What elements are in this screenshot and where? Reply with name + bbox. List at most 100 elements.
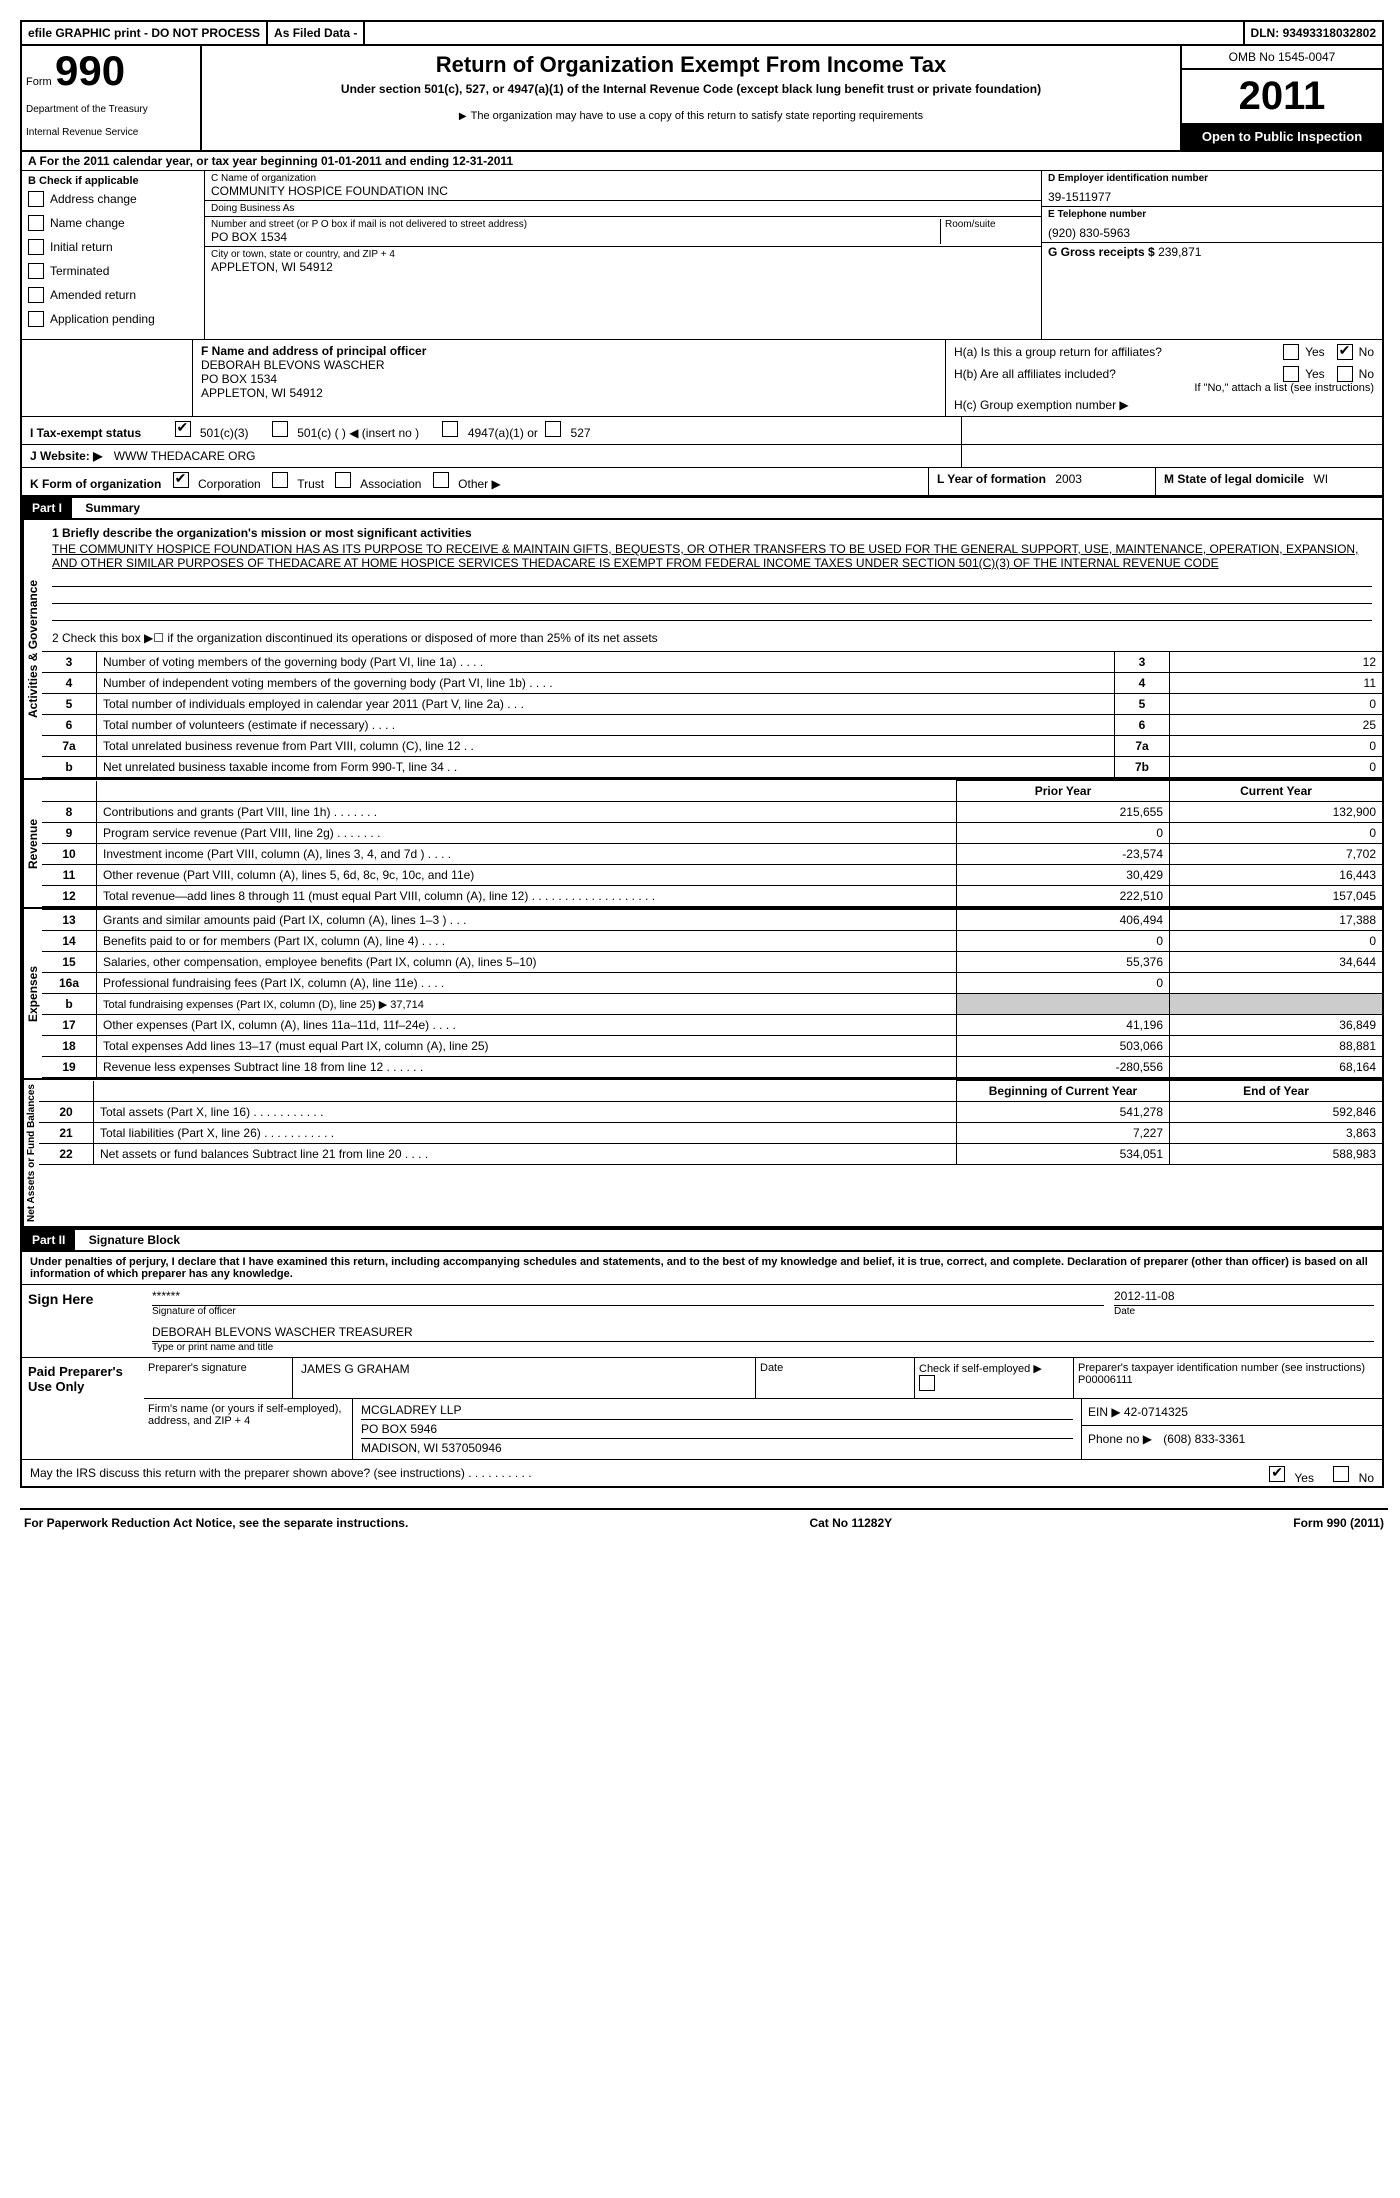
phone-label: E Telephone number [1048, 209, 1376, 220]
form-ref: Form 990 (2011) [1293, 1516, 1384, 1530]
sign-here-block: Sign Here ****** Signature of officer 20… [22, 1285, 1382, 1358]
street-value: PO BOX 1534 [211, 230, 940, 244]
chk-trust[interactable] [272, 472, 288, 488]
chk-hb-no[interactable] [1337, 366, 1353, 382]
chk-501c3[interactable] [175, 421, 191, 437]
chk-ha-yes[interactable] [1283, 344, 1299, 360]
table-row: b Total fundraising expenses (Part IX, c… [42, 994, 1382, 1015]
irs-discuss-text: May the IRS discuss this return with the… [30, 1466, 532, 1480]
form-label: Form [26, 76, 52, 88]
chk-527[interactable] [545, 421, 561, 437]
section-klm: K Form of organization Corporation Trust… [22, 468, 1382, 496]
org-name: COMMUNITY HOSPICE FOUNDATION INC [211, 184, 1035, 198]
tab-revenue: Revenue [22, 780, 42, 907]
firm-ein-label: EIN ▶ [1088, 1405, 1121, 1419]
officer-group-row: F Name and address of principal officer … [22, 340, 1382, 417]
form-subtitle: Under section 501(c), 527, or 4947(a)(1)… [208, 82, 1174, 96]
table-row: 10 Investment income (Part VIII, column … [42, 844, 1382, 865]
dba-label: Doing Business As [211, 203, 1035, 214]
table-row: 5 Total number of individuals employed i… [42, 694, 1382, 715]
mission-label: 1 Briefly describe the organization's mi… [52, 526, 1372, 540]
website-label: J Website: ▶ [30, 449, 102, 463]
chk-amended[interactable] [28, 287, 44, 303]
section-f: F Name and address of principal officer … [193, 340, 946, 416]
efile-notice: efile GRAPHIC print - DO NOT PROCESS [22, 22, 268, 44]
revenue-section: Revenue Prior Year Current Year 8 Contri… [22, 780, 1382, 909]
sig-officer-label: Signature of officer [152, 1306, 1104, 1317]
paid-label: Paid Preparer's Use Only [22, 1358, 144, 1459]
phone-value: (920) 830-5963 [1048, 220, 1376, 240]
chk-assoc[interactable] [335, 472, 351, 488]
section-a: A For the 2011 calendar year, or tax yea… [22, 152, 1382, 171]
paid-preparer-block: Paid Preparer's Use Only Preparer's sign… [22, 1358, 1382, 1460]
chk-4947[interactable] [442, 421, 458, 437]
prep-date-label: Date [755, 1358, 914, 1398]
year-formation-value: 2003 [1055, 472, 1082, 486]
table-row: 17 Other expenses (Part IX, column (A), … [42, 1015, 1382, 1036]
prior-year-hdr: Prior Year [957, 781, 1170, 802]
chk-ha-no[interactable] [1337, 344, 1353, 360]
table-row: 22 Net assets or fund balances Subtract … [39, 1144, 1382, 1165]
chk-address-change[interactable] [28, 191, 44, 207]
city-value: APPLETON, WI 54912 [211, 260, 1035, 274]
form-title: Return of Organization Exempt From Incom… [208, 52, 1174, 78]
section-b-label: B Check if applicable [28, 175, 198, 187]
year-formation-label: L Year of formation [937, 472, 1046, 486]
chk-name-change[interactable] [28, 215, 44, 231]
prep-sig-label: Preparer's signature [144, 1358, 293, 1398]
table-row: 9 Program service revenue (Part VIII, li… [42, 823, 1382, 844]
table-row: 11 Other revenue (Part VIII, column (A),… [42, 865, 1382, 886]
officer-label: F Name and address of principal officer [201, 344, 937, 358]
table-row: 19 Revenue less expenses Subtract line 1… [42, 1057, 1382, 1078]
dln-label: DLN: [1251, 26, 1280, 40]
chk-irs-yes[interactable] [1269, 1466, 1285, 1482]
ptin-value: P00006111 [1078, 1374, 1378, 1386]
as-filed: As Filed Data - [268, 22, 365, 44]
chk-other[interactable] [433, 472, 449, 488]
street-label: Number and street (or P O box if mail is… [211, 219, 940, 230]
table-row: b Net unrelated business taxable income … [42, 757, 1382, 778]
revenue-table: Prior Year Current Year 8 Contributions … [42, 780, 1382, 907]
end-year-hdr: End of Year [1170, 1081, 1383, 1102]
form-header: Form 990 Department of the Treasury Inte… [22, 46, 1382, 152]
self-emp-label: Check if self-employed ▶ [919, 1362, 1069, 1375]
governance-table: 3 Number of voting members of the govern… [42, 651, 1382, 778]
expenses-table: 13 Grants and similar amounts paid (Part… [42, 909, 1382, 1078]
org-info-row: B Check if applicable Address change Nam… [22, 171, 1382, 340]
chk-hb-yes[interactable] [1283, 366, 1299, 382]
firm-phone-value: (608) 833-3361 [1163, 1432, 1245, 1446]
form-org-label: K Form of organization [30, 477, 161, 491]
firm-phone-label: Phone no ▶ [1088, 1432, 1152, 1446]
firm-addr2: MADISON, WI 537050946 [361, 1439, 1073, 1457]
omb-number: OMB No 1545-0047 [1182, 46, 1382, 70]
table-row: 8 Contributions and grants (Part VIII, l… [42, 802, 1382, 823]
prep-name: JAMES G GRAHAM [293, 1358, 755, 1398]
cat-no: Cat No 11282Y [809, 1516, 892, 1530]
hc-label: H(c) Group exemption number ▶ [954, 398, 1374, 412]
chk-pending[interactable] [28, 311, 44, 327]
section-b: B Check if applicable Address change Nam… [22, 171, 205, 339]
ptin-label: Preparer's taxpayer identification numbe… [1078, 1362, 1378, 1374]
page-footer: For Paperwork Reduction Act Notice, see … [20, 1508, 1388, 1536]
table-row: 12 Total revenue—add lines 8 through 11 … [42, 886, 1382, 907]
sig-date: 2012-11-08 [1114, 1289, 1374, 1306]
officer-addr1: PO BOX 1534 [201, 372, 937, 386]
section-i: I Tax-exempt status 501(c)(3) 501(c) ( )… [22, 417, 1382, 445]
table-row: 3 Number of voting members of the govern… [42, 652, 1382, 673]
expenses-section: Expenses 13 Grants and similar amounts p… [22, 909, 1382, 1080]
part-ii-header: Part II Signature Block [22, 1228, 1382, 1252]
dept-treasury: Department of the Treasury [26, 104, 196, 115]
top-bar: efile GRAPHIC print - DO NOT PROCESS As … [22, 22, 1382, 46]
chk-initial-return[interactable] [28, 239, 44, 255]
table-row: 15 Salaries, other compensation, employe… [42, 952, 1382, 973]
chk-irs-no[interactable] [1333, 1466, 1349, 1482]
chk-corp[interactable] [173, 472, 189, 488]
chk-self-employed[interactable] [919, 1375, 935, 1391]
chk-terminated[interactable] [28, 263, 44, 279]
ha-label: H(a) Is this a group return for affiliat… [954, 345, 1283, 359]
tax-status-label: I Tax-exempt status [30, 426, 141, 440]
section-h: H(a) Is this a group return for affiliat… [946, 340, 1382, 416]
part-i-header: Part I Summary [22, 496, 1382, 520]
chk-501c[interactable] [272, 421, 288, 437]
hb-label: H(b) Are all affiliates included? [954, 367, 1283, 381]
